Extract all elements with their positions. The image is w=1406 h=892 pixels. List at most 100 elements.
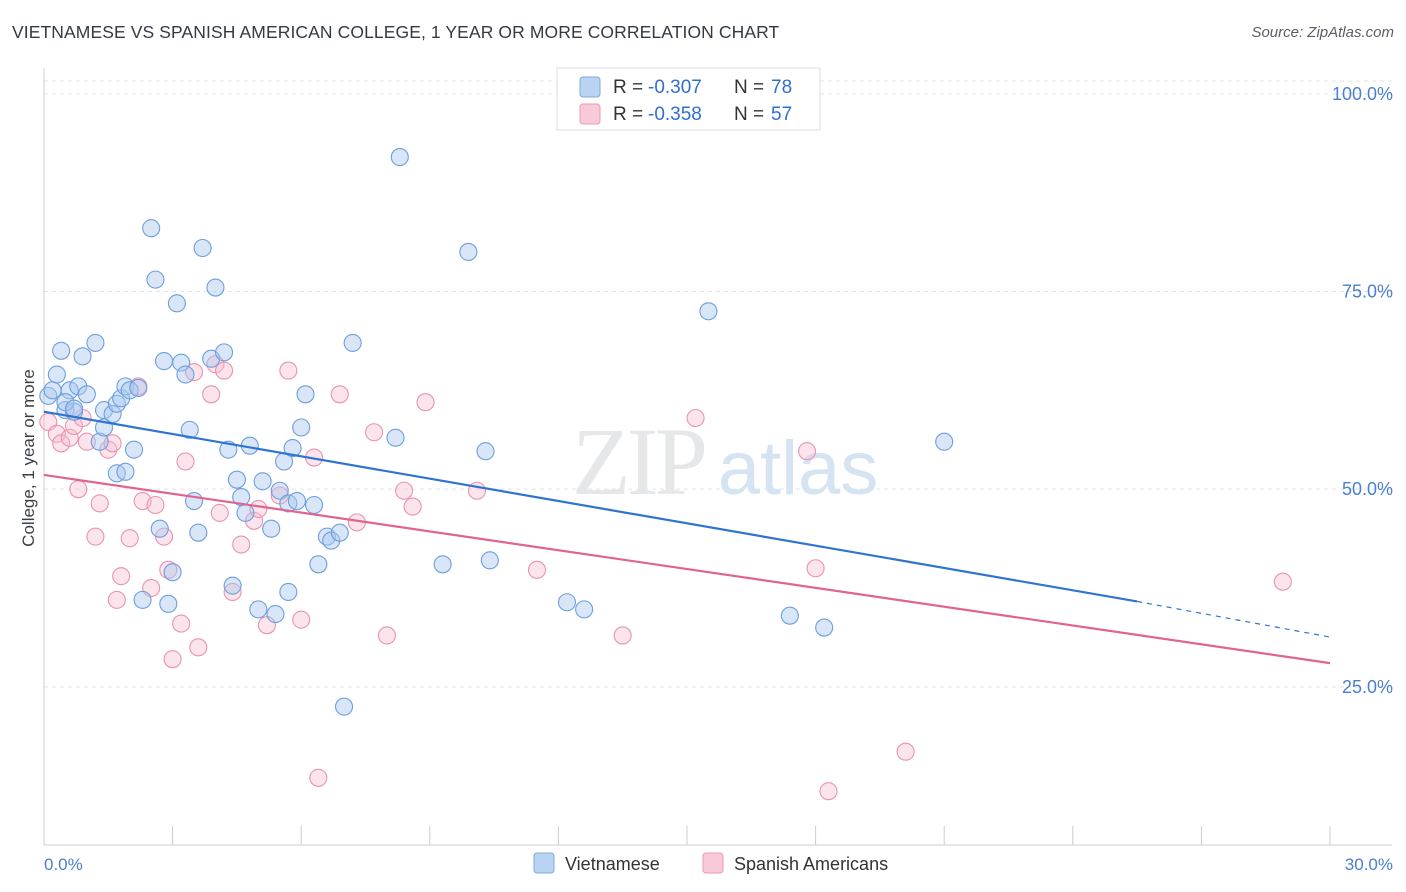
point-vietnamese: [253, 472, 272, 491]
point-vietnamese: [60, 381, 79, 400]
point-vietnamese: [172, 353, 191, 372]
watermark-atlas: atlas: [718, 426, 879, 511]
point-vietnamese: [279, 582, 298, 602]
axes: [43, 68, 1392, 846]
bottom-legend-label-vietnamese: Vietnamese: [565, 854, 660, 874]
trend-line-vietnamese-extension: [1136, 600, 1331, 638]
point-spanish-americans: [613, 626, 632, 645]
point-vietnamese: [476, 442, 495, 461]
legend-swatch-spanish: [579, 103, 601, 125]
point-vietnamese: [262, 519, 281, 538]
chart-title: VIETNAMESE VS SPANISH AMERICAN COLLEGE, …: [12, 22, 780, 42]
legend-n-value-2: 57: [771, 104, 792, 125]
x-tick-label-min: 0.0%: [44, 855, 83, 874]
point-vietnamese: [52, 341, 71, 360]
point-vietnamese: [343, 333, 362, 352]
point-spanish-americans: [77, 432, 96, 451]
point-spanish-americans: [90, 494, 109, 513]
legend-r-label-1: R =: [613, 77, 643, 98]
point-spanish-americans: [896, 742, 915, 761]
point-spanish-americans: [806, 559, 825, 578]
watermark: ZIP atlas: [572, 408, 878, 515]
point-spanish-americans: [232, 535, 251, 554]
point-vietnamese: [249, 600, 268, 619]
point-vietnamese: [154, 352, 174, 371]
point-spanish-americans: [52, 434, 71, 453]
point-vietnamese: [459, 242, 478, 262]
point-vietnamese: [73, 347, 92, 366]
point-vietnamese: [223, 576, 242, 595]
point-spanish-americans: [214, 361, 234, 380]
y-tick-label: 50.0%: [1342, 479, 1393, 499]
point-vietnamese: [309, 555, 328, 574]
point-vietnamese: [214, 343, 234, 362]
point-vietnamese: [227, 470, 246, 489]
point-spanish-americans: [416, 393, 435, 412]
point-vietnamese: [176, 365, 195, 384]
point-spanish-americans: [189, 638, 208, 657]
point-vietnamese: [133, 590, 152, 609]
point-vietnamese: [699, 302, 718, 321]
point-vietnamese: [296, 385, 315, 404]
point-spanish-americans: [163, 650, 182, 669]
bottom-legend-label-spanish: Spanish Americans: [734, 854, 888, 874]
point-spanish-americans: [527, 560, 547, 579]
point-spanish-americans: [309, 768, 328, 787]
series-legend: Vietnamese Spanish Americans: [533, 852, 888, 874]
point-spanish-americans: [395, 481, 414, 500]
point-vietnamese: [193, 238, 212, 258]
point-vietnamese: [150, 519, 169, 538]
point-vietnamese: [480, 551, 499, 570]
y-axis-title: College, 1 year or more: [19, 369, 38, 547]
y-tick-labels: 25.0% 50.0% 75.0% 100.0%: [1332, 84, 1393, 697]
point-vietnamese: [77, 385, 96, 404]
point-spanish-americans: [210, 503, 229, 522]
point-vietnamese: [116, 462, 135, 481]
legend-r-value-2: -0.358: [648, 104, 702, 125]
point-vietnamese: [86, 333, 105, 352]
point-vietnamese: [167, 294, 186, 313]
point-spanish-americans: [1273, 572, 1292, 591]
legend-r-label-2: R =: [613, 104, 643, 125]
y-tick-label: 75.0%: [1342, 281, 1393, 301]
point-spanish-americans: [202, 385, 221, 404]
point-vietnamese: [557, 593, 577, 612]
point-vietnamese: [330, 523, 349, 542]
point-spanish-americans: [107, 590, 126, 609]
point-vietnamese: [47, 365, 66, 384]
point-spanish-americans: [120, 529, 139, 548]
point-spanish-americans: [819, 782, 838, 801]
y-tick-label: 100.0%: [1332, 84, 1393, 104]
point-vietnamese: [386, 428, 405, 447]
point-spanish-americans: [292, 610, 311, 629]
point-vietnamese: [815, 618, 834, 637]
point-vietnamese: [64, 399, 84, 418]
point-spanish-americans: [365, 423, 384, 442]
point-spanish-americans: [146, 495, 165, 515]
point-vietnamese: [236, 503, 255, 522]
point-vietnamese: [283, 439, 302, 458]
point-vietnamese: [189, 523, 208, 542]
point-vietnamese: [287, 491, 306, 511]
trend-line-spanish-americans: [43, 473, 1331, 665]
point-spanish-americans: [69, 480, 88, 499]
point-vietnamese: [335, 697, 354, 716]
point-spanish-americans: [797, 442, 817, 461]
source-label: Source: ZipAtlas.com: [1251, 24, 1394, 41]
point-vietnamese: [266, 605, 285, 624]
point-vietnamese: [129, 378, 148, 398]
point-spanish-americans: [403, 497, 422, 516]
x-tick-label-max: 30.0%: [1345, 855, 1393, 874]
point-vietnamese: [90, 432, 109, 451]
point-vietnamese: [180, 420, 199, 439]
bottom-legend-swatch-vietnamese: [533, 852, 555, 874]
point-vietnamese: [206, 278, 225, 297]
point-vietnamese: [146, 270, 165, 289]
legend-n-value-1: 78: [771, 77, 792, 98]
stats-legend-box: [556, 67, 821, 131]
point-vietnamese: [292, 418, 311, 437]
point-spanish-americans: [176, 452, 195, 471]
bottom-legend-swatch-spanish: [702, 852, 724, 874]
point-vietnamese: [142, 219, 161, 238]
